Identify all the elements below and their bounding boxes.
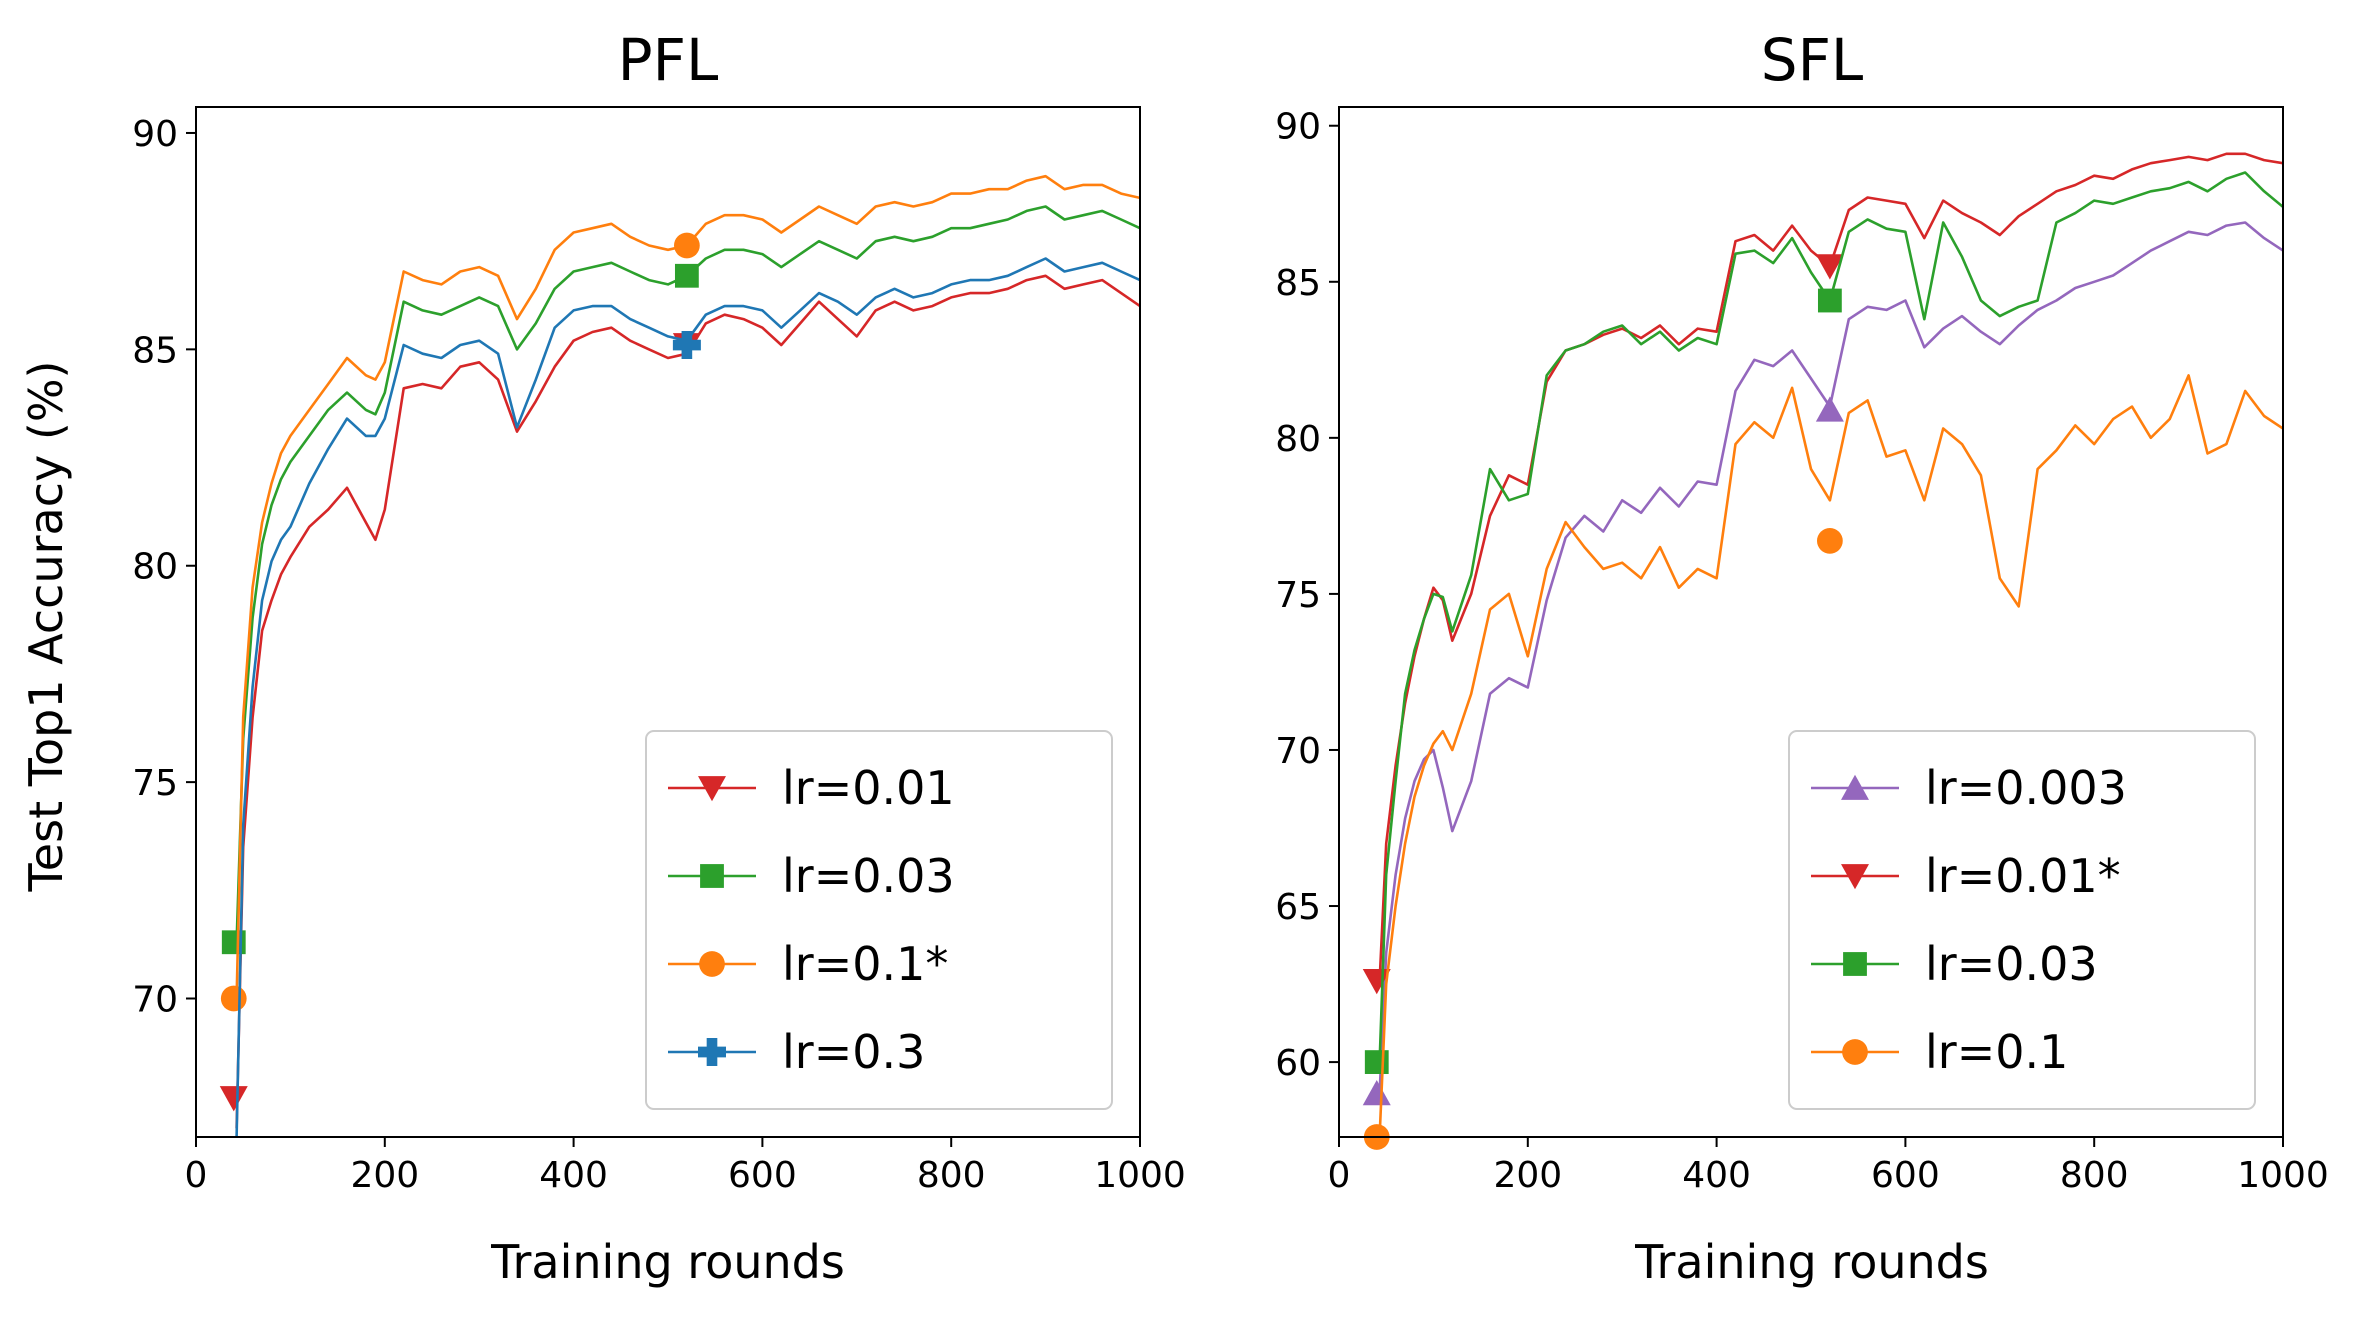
- pfl-y-tick-label-0: 70: [132, 980, 178, 1021]
- sfl-series-0-marker-1: [1815, 396, 1844, 422]
- pfl-legend-entry-2: lr=0.1*: [668, 937, 948, 991]
- sfl-y-tick-label-0: 60: [1275, 1043, 1321, 1084]
- pfl-series-line-3: [235, 257, 1140, 1137]
- sfl-legend-marker-1: [1841, 864, 1869, 890]
- sfl-x-tick-label-5: 1000: [2237, 1155, 2329, 1196]
- pfl-x-tick-label-2: 400: [539, 1155, 608, 1196]
- pfl-series-0-marker-0: [219, 1086, 248, 1112]
- pfl-x-tick-label-5: 1000: [1094, 1155, 1186, 1196]
- sfl-legend: lr=0.003 lr=0.01* lr=0.03 lr=0.1: [1788, 730, 2256, 1110]
- pfl-y-tick-label-3: 85: [132, 330, 178, 371]
- pfl-series-1-marker-1: [674, 263, 699, 288]
- sfl-series-line-1: [1378, 152, 2283, 981]
- pfl-legend-entry-1: lr=0.03: [668, 849, 955, 903]
- sfl-panel: SFL Training rounds 0 200 400 600 800 1000 60 6…: [1275, 26, 2329, 1289]
- pfl-series-3: [235, 257, 1140, 1137]
- sfl-legend-entry-1: lr=0.01*: [1811, 849, 2121, 903]
- sfl-legend-label-1: lr=0.01*: [1925, 849, 2121, 903]
- sfl-legend-marker-0: [1841, 774, 1869, 800]
- pfl-x-tick-label-4: 800: [917, 1155, 986, 1196]
- pfl-y-tick-label-2: 80: [132, 547, 178, 588]
- pfl-legend-label-3: lr=0.3: [782, 1025, 925, 1079]
- pfl-x-tick-label-0: 0: [185, 1155, 208, 1196]
- pfl-x-tick-label-3: 600: [728, 1155, 797, 1196]
- pfl-legend-box: [645, 730, 1113, 1110]
- pfl-legend-label-2: lr=0.1*: [782, 937, 948, 991]
- pfl-series-line-1: [235, 205, 1140, 943]
- sfl-legend-label-3: lr=0.1: [1925, 1025, 2068, 1079]
- sfl-axes-frame: [1338, 106, 2284, 1138]
- sfl-y-tick-label-5: 85: [1275, 263, 1321, 304]
- pfl-x-tick-label-1: 200: [350, 1155, 419, 1196]
- sfl-series-line-3: [1378, 374, 2283, 1137]
- pfl-legend-marker-1: [700, 864, 724, 888]
- sfl-legend-marker-2: [1843, 952, 1867, 976]
- sfl-series-line-2: [1378, 171, 2283, 1063]
- pfl-y-axis-label: Test Top1 Accuracy (%): [19, 361, 73, 893]
- sfl-series-line-0: [1378, 221, 2283, 1094]
- sfl-title: SFL: [1761, 26, 1864, 94]
- sfl-legend-entry-2: lr=0.03: [1811, 937, 2098, 991]
- sfl-y-tick-label-3: 75: [1275, 575, 1321, 616]
- sfl-legend-entry-0: lr=0.003: [1811, 761, 2127, 815]
- pfl-legend: lr=0.01 lr=0.03 lr=0.1* lr=0.3: [645, 730, 1113, 1110]
- pfl-y-tick-label-4: 90: [132, 114, 178, 155]
- pfl-panel: PFL Training rounds Test Top1 Accuracy (…: [19, 26, 1186, 1289]
- pfl-legend-entry-3: lr=0.3: [668, 1025, 925, 1079]
- sfl-series-2-marker-1: [1817, 288, 1842, 313]
- pfl-y-tick-label-1: 75: [132, 763, 178, 804]
- sfl-legend-label-0: lr=0.003: [1925, 761, 2127, 815]
- sfl-x-tick-label-4: 800: [2060, 1155, 2129, 1196]
- pfl-legend-marker-2: [699, 951, 725, 977]
- sfl-x-tick-label-2: 400: [1682, 1155, 1751, 1196]
- pfl-series-line-0: [235, 274, 1140, 1129]
- sfl-legend-box: [1788, 730, 2256, 1110]
- pfl-axes-frame: [195, 106, 1141, 1138]
- sfl-series-0-marker-0: [1362, 1080, 1391, 1106]
- sfl-series-2-marker-0: [1364, 1050, 1389, 1074]
- sfl-x-tick-label-1: 200: [1493, 1155, 1562, 1196]
- pfl-legend-entry-0: lr=0.01: [668, 761, 955, 815]
- sfl-y-tick-label-2: 70: [1275, 731, 1321, 772]
- sfl-x-tick-label-0: 0: [1328, 1155, 1351, 1196]
- sfl-series-1-marker-1: [1815, 254, 1844, 280]
- sfl-y-tick-label-6: 90: [1275, 107, 1321, 148]
- pfl-series-line-2: [235, 174, 1140, 999]
- sfl-series-3-marker-1: [1817, 527, 1843, 554]
- pfl-x-axis-label: Training rounds: [490, 1235, 845, 1289]
- pfl-series-2-marker-1: [674, 232, 700, 259]
- sfl-legend-marker-3: [1842, 1039, 1868, 1065]
- pfl-title: PFL: [618, 26, 719, 94]
- pfl-legend-label-1: lr=0.03: [782, 849, 955, 903]
- sfl-legend-entry-3: lr=0.1: [1811, 1025, 2068, 1079]
- pfl-legend-marker-0: [698, 776, 726, 802]
- sfl-x-tick-label-3: 600: [1871, 1155, 1940, 1196]
- sfl-y-tick-label-1: 65: [1275, 887, 1321, 928]
- sfl-x-axis-label: Training rounds: [1634, 1235, 1989, 1289]
- sfl-legend-label-2: lr=0.03: [1925, 937, 2098, 991]
- pfl-legend-marker-3: [698, 1038, 726, 1067]
- pfl-series-2-marker-0: [220, 985, 247, 1012]
- pfl-legend-label-0: lr=0.01: [782, 761, 955, 815]
- sfl-y-tick-label-4: 80: [1275, 419, 1321, 460]
- pfl-series-3-marker-0: [672, 331, 701, 360]
- sfl-series-0: [1362, 221, 2283, 1106]
